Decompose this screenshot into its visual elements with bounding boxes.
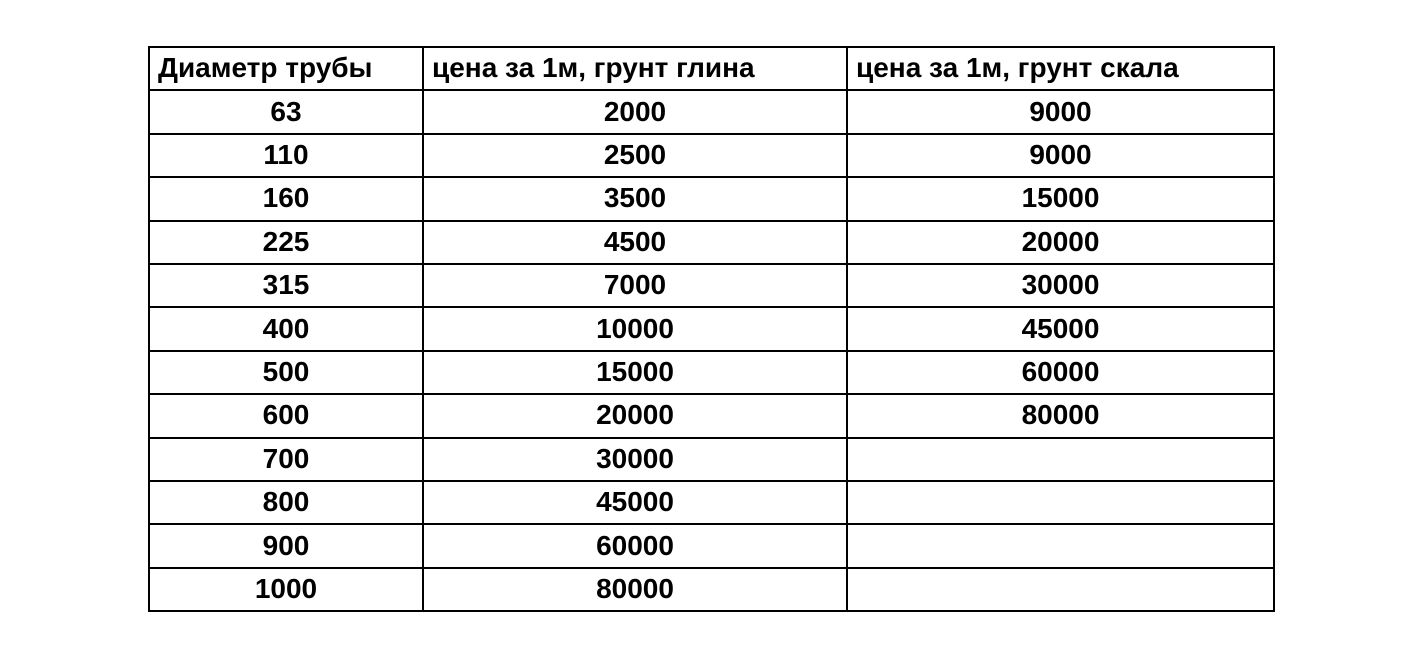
diameter-cell: 1000 xyxy=(148,566,424,613)
diameter-cell: 800 xyxy=(148,479,424,526)
price-clay-cell: 2000 xyxy=(422,89,848,135)
table-row: 315 7000 30000 xyxy=(148,262,1275,309)
header-row: Диаметр трубы цена за 1м, грунт глина це… xyxy=(148,45,1275,92)
table-row: 400 10000 45000 xyxy=(148,306,1275,352)
table-row: 900 60000 xyxy=(148,523,1275,569)
price-clay-cell: 10000 xyxy=(422,306,848,352)
price-clay-cell: 4500 xyxy=(422,219,848,265)
header-pipe-diameter: Диаметр трубы xyxy=(148,45,424,92)
table-row: 500 15000 60000 xyxy=(148,349,1275,396)
price-rock-cell: 80000 xyxy=(846,393,1275,439)
price-clay-cell: 2500 xyxy=(422,132,848,179)
price-rock-cell: 45000 xyxy=(846,306,1275,352)
price-rock-cell xyxy=(846,436,1275,482)
pipe-price-table: Диаметр трубы цена за 1м, грунт глина це… xyxy=(148,45,1275,613)
price-clay-cell: 60000 xyxy=(422,523,848,569)
price-clay-cell: 3500 xyxy=(422,176,848,222)
table-row: 600 20000 80000 xyxy=(148,393,1275,439)
table-body: 63 2000 9000 110 2500 9000 160 3500 15000 225 4500… xyxy=(148,89,1275,613)
header-price-clay: цена за 1м, грунт глина xyxy=(422,45,848,92)
price-clay-cell: 20000 xyxy=(422,393,848,439)
header-price-rock: цена за 1м, грунт скала xyxy=(846,45,1275,92)
diameter-cell: 63 xyxy=(148,89,424,135)
table-row: 160 3500 15000 xyxy=(148,176,1275,222)
diameter-cell: 400 xyxy=(148,306,424,352)
price-rock-cell xyxy=(846,566,1275,613)
diameter-cell: 160 xyxy=(148,176,424,222)
price-rock-cell: 15000 xyxy=(846,176,1275,222)
diameter-cell: 315 xyxy=(148,262,424,309)
price-clay-cell: 7000 xyxy=(422,262,848,309)
table-row: 225 4500 20000 xyxy=(148,219,1275,265)
price-clay-cell: 15000 xyxy=(422,349,848,396)
diameter-cell: 500 xyxy=(148,349,424,396)
diameter-cell: 900 xyxy=(148,523,424,569)
diameter-cell: 700 xyxy=(148,436,424,482)
price-rock-cell: 20000 xyxy=(846,219,1275,265)
table-row: 1000 80000 xyxy=(148,566,1275,613)
price-rock-cell xyxy=(846,523,1275,569)
table-row: 110 2500 9000 xyxy=(148,132,1275,179)
table-row: 800 45000 xyxy=(148,479,1275,526)
price-rock-cell: 30000 xyxy=(846,262,1275,309)
price-rock-cell: 9000 xyxy=(846,132,1275,179)
price-rock-cell: 9000 xyxy=(846,89,1275,135)
table-row: 63 2000 9000 xyxy=(148,89,1275,135)
price-rock-cell xyxy=(846,479,1275,526)
price-clay-cell: 30000 xyxy=(422,436,848,482)
price-clay-cell: 80000 xyxy=(422,566,848,613)
diameter-cell: 110 xyxy=(148,132,424,179)
price-rock-cell: 60000 xyxy=(846,349,1275,396)
table-row: 700 30000 xyxy=(148,436,1275,482)
price-clay-cell: 45000 xyxy=(422,479,848,526)
diameter-cell: 600 xyxy=(148,393,424,439)
diameter-cell: 225 xyxy=(148,219,424,265)
